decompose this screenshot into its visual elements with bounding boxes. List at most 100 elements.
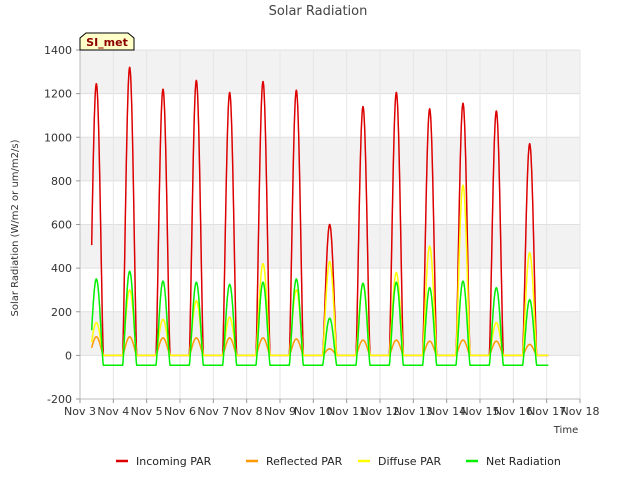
data-point — [528, 343, 531, 346]
data-point — [228, 91, 231, 94]
site-badge-label: SI_met — [86, 36, 128, 49]
data-point — [395, 281, 398, 284]
x-tick-label: Nov 4 — [97, 405, 129, 418]
data-point — [128, 66, 131, 69]
band — [80, 50, 580, 94]
data-point — [295, 338, 298, 340]
data-point — [195, 281, 198, 284]
data-point — [128, 336, 131, 338]
data-point — [162, 337, 164, 339]
data-point — [195, 337, 198, 339]
data-point — [528, 298, 531, 301]
x-tick-label: Nov 17 — [527, 405, 566, 418]
data-point — [95, 278, 98, 280]
series-line — [90, 270, 549, 366]
data-point — [228, 283, 231, 286]
data-point — [462, 280, 464, 283]
data-point — [228, 337, 231, 339]
band — [80, 180, 580, 225]
x-tick-label: Nov 7 — [197, 405, 229, 418]
y-tick-label: 200 — [51, 306, 72, 319]
data-point — [395, 339, 398, 341]
data-point — [462, 339, 464, 341]
y-tick-label: 0 — [65, 349, 72, 362]
x-tick-label: Nov 8 — [231, 405, 263, 418]
data-point — [428, 108, 431, 110]
data-point — [95, 83, 98, 85]
data-point — [228, 316, 231, 319]
data-point — [395, 91, 398, 94]
data-point — [195, 300, 198, 302]
data-point — [262, 337, 264, 339]
y-tick-label: 800 — [51, 175, 72, 188]
data-point — [162, 88, 164, 91]
data-point — [295, 278, 298, 280]
data-point — [95, 336, 98, 338]
data-point — [495, 110, 498, 112]
site-badge: SI_met — [79, 32, 135, 51]
y-axis-label: Solar Radiation (W/m2 or um/m2/s) — [10, 139, 21, 316]
data-point — [362, 105, 364, 108]
data-point — [328, 348, 331, 350]
y-tick-label: 1000 — [44, 131, 72, 144]
data-point — [128, 270, 131, 273]
data-point — [528, 252, 531, 254]
data-point — [362, 282, 364, 285]
data-point — [428, 340, 431, 342]
data-point — [462, 184, 464, 187]
gridlines — [79, 49, 581, 400]
data-point — [528, 142, 531, 145]
x-tick-label: Nov 14 — [427, 405, 466, 418]
y-tick-label: 1200 — [44, 88, 72, 101]
data-point — [462, 102, 464, 105]
x-tick-label: Nov 18 — [561, 405, 600, 418]
x-tick-label: Nov 16 — [494, 405, 533, 418]
data-point — [195, 79, 198, 82]
data-point — [362, 339, 364, 341]
data-point — [162, 280, 164, 283]
legend-label: Diffuse PAR — [378, 455, 442, 468]
data-point — [262, 262, 264, 265]
data-point — [395, 271, 398, 274]
y-tick-label: 400 — [51, 262, 72, 275]
x-tick-label: Nov 12 — [361, 405, 400, 418]
x-tick-label: Nov 6 — [164, 405, 196, 418]
data-point — [295, 89, 298, 92]
data-point — [328, 317, 331, 320]
data-point — [262, 281, 264, 284]
x-tick-label: Nov 15 — [461, 405, 500, 418]
x-axis-label: Time — [553, 425, 578, 436]
band — [80, 355, 580, 399]
y-tick-label: 1400 — [44, 44, 72, 57]
y-axis-ticks: -200 0 200 400 600 800 1000 1200 1400 — [44, 44, 80, 406]
band — [80, 268, 580, 312]
data-point — [262, 80, 264, 83]
data-point — [495, 286, 498, 289]
data-point — [328, 223, 331, 226]
x-tick-label: Nov 10 — [294, 405, 333, 418]
data-point — [495, 340, 498, 342]
legend: Incoming PAR Reflected PAR Diffuse PAR Net … — [116, 455, 561, 468]
x-tick-label: Nov 11 — [327, 405, 366, 418]
chart-title: Solar Radiation — [269, 4, 368, 19]
data-point — [295, 289, 298, 291]
data-point — [162, 318, 164, 321]
legend-label: Reflected PAR — [266, 455, 343, 468]
data-point — [428, 286, 431, 289]
x-tick-label: Nov 9 — [264, 405, 296, 418]
x-tick-label: Nov 13 — [394, 405, 433, 418]
legend-label: Net Radiation — [486, 455, 561, 468]
legend-label: Incoming PAR — [136, 455, 212, 468]
x-tick-label: Nov 3 — [64, 405, 96, 418]
x-tick-label: Nov 5 — [131, 405, 163, 418]
band — [80, 93, 580, 138]
data-point — [328, 260, 331, 263]
data-point — [95, 321, 98, 324]
y-tick-label: -200 — [47, 393, 72, 406]
band — [80, 137, 580, 181]
data-point — [128, 289, 131, 291]
y-tick-label: 600 — [51, 219, 72, 232]
data-point — [495, 321, 498, 324]
